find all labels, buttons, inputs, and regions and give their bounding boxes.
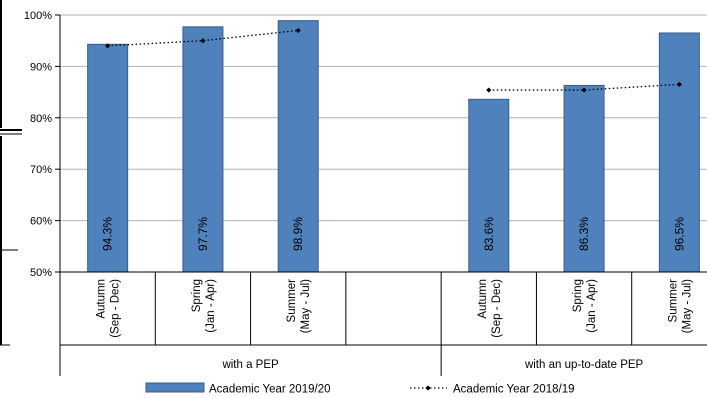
x-category-label-line2: (Sep - Dec)	[110, 279, 122, 338]
bar-data-label: 83.6%	[482, 217, 496, 251]
legend-label: Academic Year 2018/19	[453, 384, 574, 396]
legend-swatch-marker	[425, 385, 431, 391]
x-category-label-line1: Autumn	[477, 279, 489, 319]
bar	[277, 20, 319, 273]
line-point	[486, 87, 492, 93]
bar-data-label: 96.5%	[672, 217, 686, 251]
x-category-label: Autumn (Sep - Dec)	[96, 279, 122, 338]
gridlines	[60, 14, 707, 273]
y-tick-label: 70%	[30, 164, 52, 176]
x-category-label-line2: (May - Jul)	[681, 279, 693, 333]
x-category-label-line1: Summer	[286, 279, 298, 323]
bar-data-labels: 94.3% 97.7% 98.9% 83.6% 86.3% 96.5%	[101, 217, 687, 251]
y-tick-label: 60%	[30, 216, 52, 228]
line-point	[105, 43, 111, 49]
crop-artifacts	[0, 0, 22, 346]
bar-series	[87, 20, 700, 273]
y-tick-label: 100%	[24, 10, 52, 22]
bar	[563, 84, 605, 273]
x-category-label-line1: Autumn	[96, 279, 108, 319]
bar-data-label: 98.9%	[291, 217, 305, 251]
x-category-label-line1: Spring	[572, 279, 584, 312]
x-category-label-line2: (May - Jul)	[300, 279, 312, 333]
bar-data-label: 94.3%	[101, 217, 115, 251]
bar	[468, 98, 510, 273]
line-series	[105, 27, 682, 93]
x-category-label: Summer (May - Jul)	[667, 279, 693, 333]
x-category-label: Spring (Jan - Apr)	[572, 279, 598, 333]
y-tick-label: 50%	[30, 267, 52, 279]
x-category-label-line1: Spring	[191, 279, 203, 312]
legend: Academic Year 2019/20 Academic Year 2018/…	[145, 382, 574, 396]
bar-data-label: 97.7%	[196, 217, 210, 251]
x-category-label-line2: (Jan - Apr)	[205, 279, 217, 333]
legend-swatch-bar	[145, 382, 205, 393]
x-category-label-line2: (Jan - Apr)	[586, 279, 598, 333]
x-axis: Autumn (Sep - Dec) Spring (Jan - Apr) Summer…	[59, 271, 707, 376]
bar-data-label: 86.3%	[577, 217, 591, 251]
x-category-label: Summer (May - Jul)	[286, 279, 312, 333]
y-tick-label: 90%	[30, 61, 52, 73]
line-point	[200, 38, 206, 44]
line-point	[676, 81, 682, 87]
y-tick-label: 80%	[30, 113, 52, 125]
legend-label: Academic Year 2019/20	[209, 384, 330, 396]
bar	[182, 26, 224, 273]
line-point	[581, 87, 587, 93]
x-category-label-line2: (Sep - Dec)	[491, 279, 503, 338]
x-category-label-line1: Summer	[667, 279, 679, 323]
x-group-label: with an up-to-date PEP	[524, 359, 644, 371]
x-category-label: Spring (Jan - Apr)	[191, 279, 217, 333]
line-point	[295, 27, 301, 34]
x-category-label: Autumn (Sep - Dec)	[477, 279, 503, 338]
x-group-label: with a PEP	[221, 359, 279, 371]
y-axis: 50% 60% 70% 80% 90% 100%	[24, 10, 61, 279]
